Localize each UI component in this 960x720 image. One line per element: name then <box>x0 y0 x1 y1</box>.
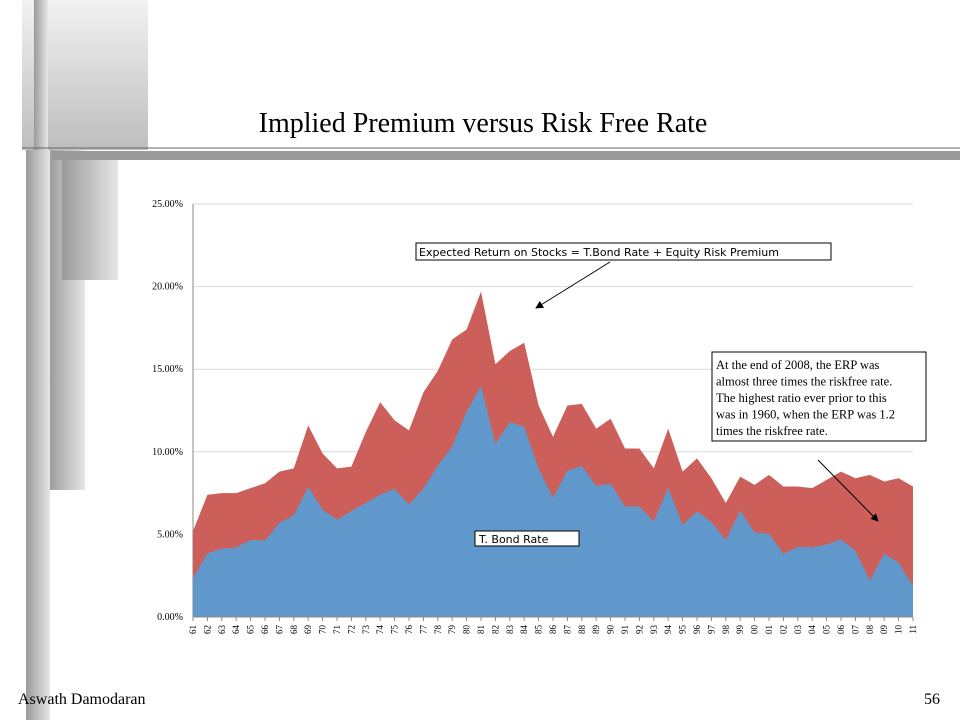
x-tick-label: 69 <box>303 625 313 635</box>
x-tick-label: 80 <box>462 625 472 635</box>
x-tick-label: 81 <box>476 625 486 634</box>
annotation-box <box>711 351 927 442</box>
x-tick-label: 92 <box>634 625 644 634</box>
x-tick-label: 74 <box>375 625 385 635</box>
y-tick-label: 0.00% <box>157 612 183 623</box>
x-tick-label: 85 <box>534 625 544 635</box>
annotation: was in 1960, when the ERP was 1.2 <box>716 408 895 422</box>
arrow <box>535 261 611 309</box>
x-tick-label: 93 <box>649 625 659 635</box>
x-tick-label: 09 <box>879 625 889 635</box>
x-tick-label: 86 <box>548 625 558 635</box>
x-tick-label: 07 <box>850 625 860 635</box>
x-tick-label: 03 <box>793 625 803 635</box>
x-tick-label: 98 <box>721 625 731 635</box>
x-tick-label: 78 <box>433 625 443 635</box>
x-tick-label: 91 <box>620 625 630 634</box>
footer: Aswath Damodaran <box>18 691 146 708</box>
annotation: Expected Return on Stocks = T.Bond Rate … <box>419 246 779 259</box>
x-tick-label: 83 <box>505 625 515 635</box>
series-label: T. Bond Rate <box>478 533 549 546</box>
y-tick-label: 25.00% <box>152 199 183 210</box>
x-tick-label: 90 <box>606 625 616 635</box>
x-tick-label: 62 <box>202 625 212 634</box>
y-tick-label: 20.00% <box>152 282 183 293</box>
annotation: The highest ratio ever prior to this <box>716 391 887 405</box>
x-tick-label: 61 <box>188 625 198 634</box>
x-tick-label: 84 <box>519 625 529 635</box>
x-tick-label: 89 <box>591 625 601 635</box>
x-tick-label: 94 <box>663 625 673 635</box>
x-tick-label: 65 <box>246 625 256 635</box>
x-tick-label: 70 <box>318 625 328 635</box>
x-tick-label: 95 <box>678 625 688 635</box>
x-tick-label: 64 <box>231 625 241 635</box>
arrow <box>817 459 879 522</box>
x-tick-label: 79 <box>447 625 457 635</box>
x-tick-label: 77 <box>418 625 428 635</box>
area <box>193 386 913 617</box>
annotation: times the riskfree rate. <box>716 424 828 438</box>
x-tick-label: 05 <box>822 625 832 635</box>
x-tick-label: 75 <box>390 625 400 635</box>
x-tick-label: 88 <box>577 625 587 635</box>
x-tick-label: 99 <box>735 625 745 635</box>
x-tick-label: 72 <box>346 625 356 634</box>
x-tick-label: 01 <box>764 625 774 634</box>
x-tick-label: 08 <box>865 625 875 635</box>
x-tick-label: 71 <box>332 625 342 634</box>
x-tick-label: 73 <box>361 625 371 635</box>
page-number: 56 <box>924 691 940 708</box>
annotation: almost three times the riskfree rate. <box>716 375 892 389</box>
slide-title: Implied Premium versus Risk Free Rate <box>259 108 708 139</box>
y-tick-label: 15.00% <box>152 364 183 375</box>
x-tick-label: 87 <box>562 625 572 635</box>
x-tick-label: 82 <box>490 625 500 634</box>
x-tick-label: 63 <box>217 625 227 635</box>
x-tick-label: 76 <box>404 625 414 635</box>
x-tick-label: 00 <box>750 625 760 635</box>
x-tick-label: 06 <box>836 625 846 635</box>
x-tick-label: 10 <box>894 625 904 635</box>
annotation-box <box>415 242 832 261</box>
x-tick-label: 67 <box>274 625 284 635</box>
decoration <box>22 0 960 720</box>
x-tick-label: 02 <box>778 625 788 634</box>
annotation: At the end of 2008, the ERP was <box>716 358 880 372</box>
x-tick-label: 68 <box>289 625 299 635</box>
y-tick-label: 10.00% <box>152 447 183 458</box>
y-tick-label: 5.00% <box>157 529 183 540</box>
x-tick-label: 96 <box>692 625 702 635</box>
series-label-box <box>474 530 580 547</box>
x-tick-label: 66 <box>260 625 270 635</box>
x-tick-label: 11 <box>908 625 918 634</box>
x-tick-label: 97 <box>706 625 716 635</box>
x-tick-label: 04 <box>807 625 817 635</box>
